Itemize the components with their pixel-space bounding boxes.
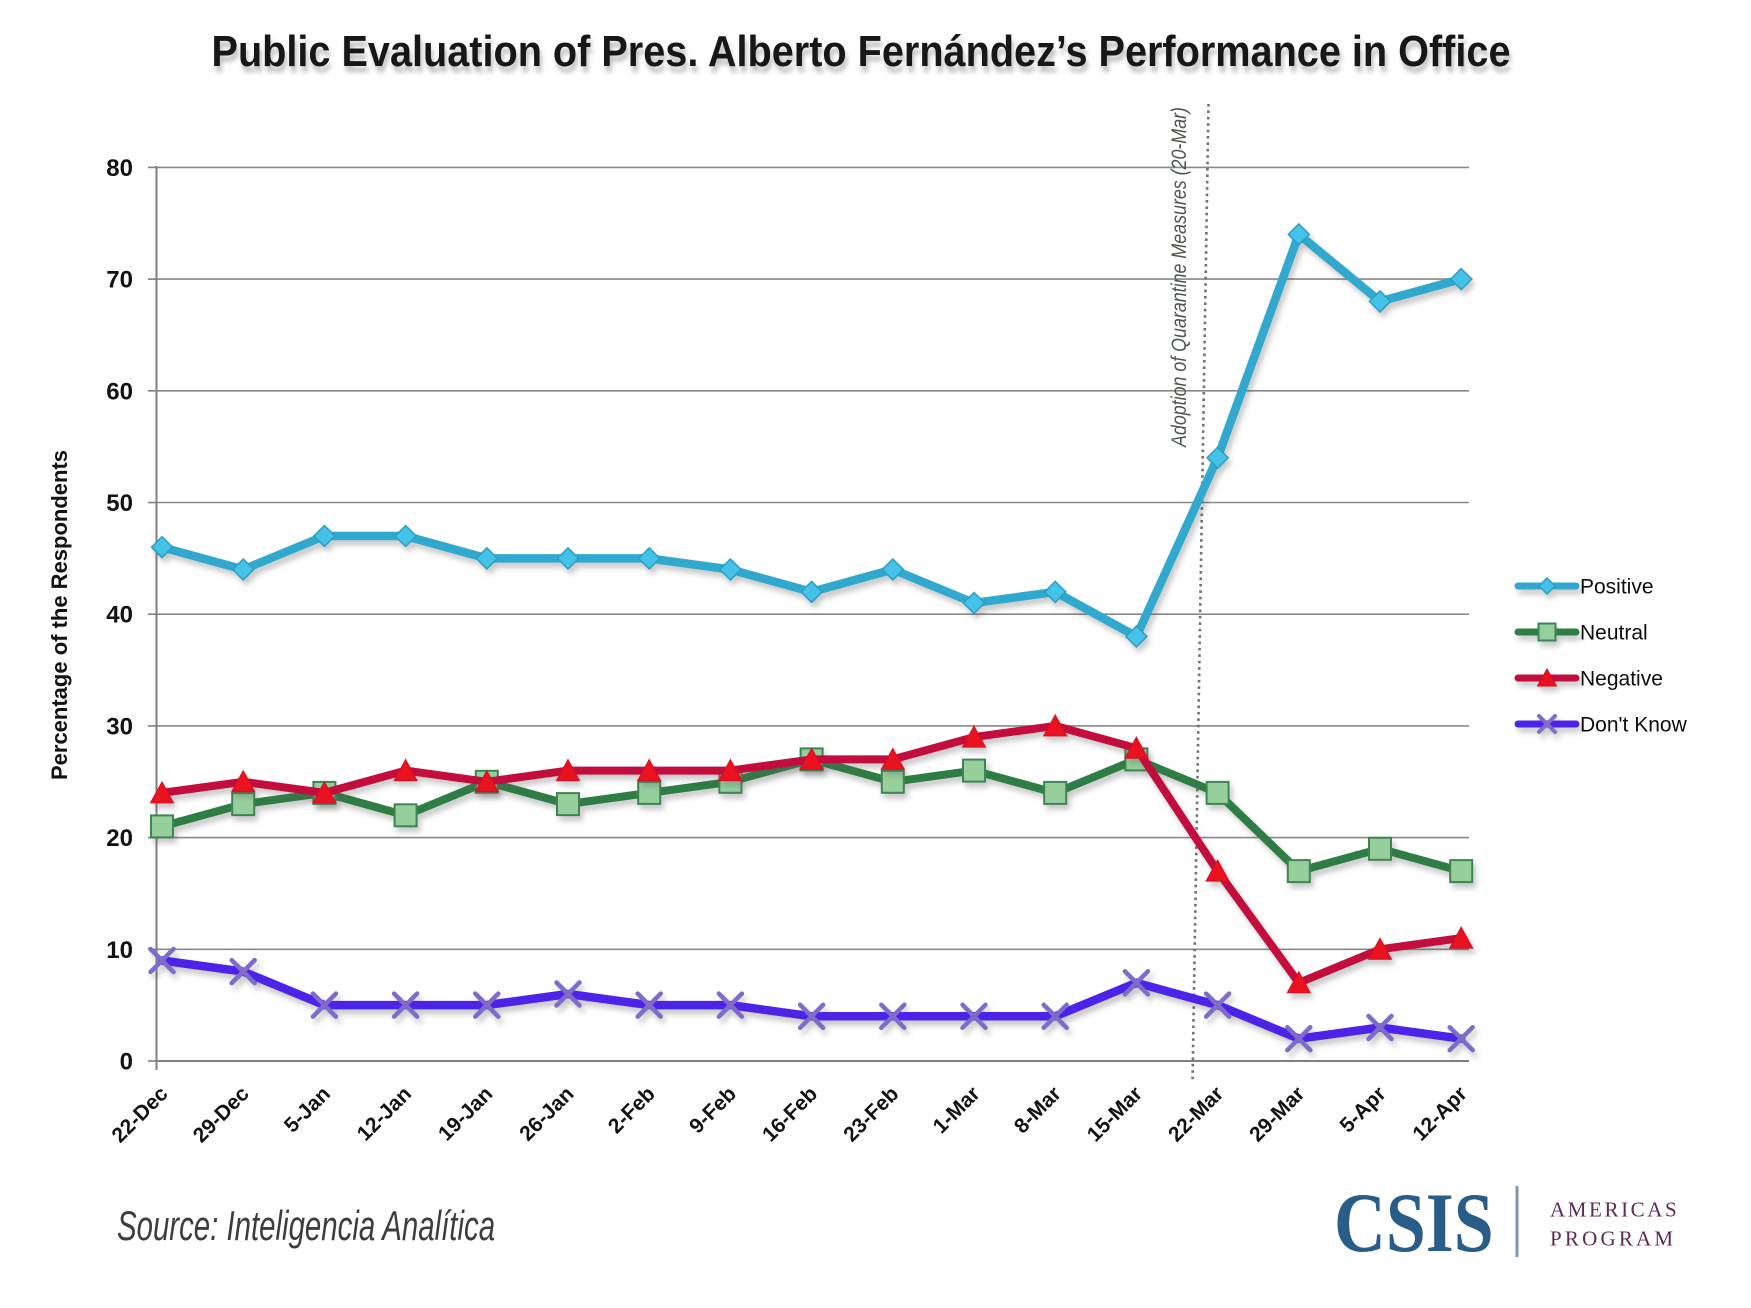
svg-text:40: 40 (106, 602, 133, 629)
svg-text:Don't Know: Don't Know (1580, 714, 1688, 737)
svg-text:60: 60 (106, 378, 133, 405)
svg-text:20: 20 (106, 825, 133, 852)
svg-text:80: 80 (106, 155, 133, 182)
svg-text:AMERICAS: AMERICAS (1550, 1198, 1679, 1222)
svg-text:50: 50 (106, 490, 133, 517)
svg-text:30: 30 (106, 713, 133, 740)
svg-text:Negative: Negative (1580, 668, 1663, 691)
svg-text:Percentage of the Respondents: Percentage of the Respondents (47, 450, 72, 780)
svg-text:70: 70 (106, 267, 133, 294)
svg-text:Positive: Positive (1580, 576, 1654, 599)
svg-text:PROGRAM: PROGRAM (1550, 1227, 1676, 1251)
svg-text:Adoption of Quarantine Measure: Adoption of Quarantine Measures (20-Mar) (1168, 107, 1191, 449)
svg-text:CSIS: CSIS (1334, 1176, 1494, 1270)
svg-text:Public Evaluation of Pres. Alb: Public Evaluation of Pres. Alberto Ferná… (212, 27, 1511, 76)
svg-text:0: 0 (120, 1049, 133, 1076)
svg-text:Source: Inteligencia Analítica: Source: Inteligencia Analítica (117, 1202, 495, 1250)
svg-text:10: 10 (106, 937, 133, 964)
svg-text:Neutral: Neutral (1580, 622, 1648, 645)
